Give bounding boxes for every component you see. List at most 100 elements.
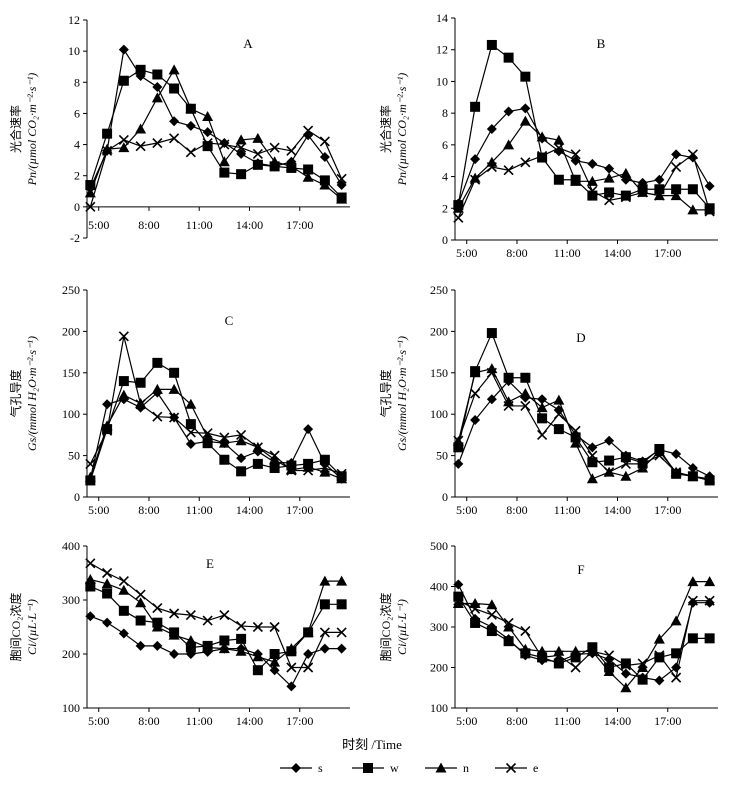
data-point bbox=[84, 471, 96, 482]
data-point bbox=[319, 627, 330, 638]
data-point bbox=[202, 438, 213, 449]
panel-F: 100 200 300 400 500 5:00 8:00 11:00 14:00 17:00 F 胞… bbox=[378, 539, 718, 728]
data-point bbox=[151, 383, 163, 394]
data-point bbox=[687, 471, 698, 482]
data-point bbox=[85, 180, 96, 191]
data-point bbox=[169, 116, 180, 127]
data-point bbox=[185, 103, 197, 114]
series-line bbox=[89, 362, 343, 481]
x-tick-label: 17:00 bbox=[286, 218, 313, 232]
data-point bbox=[236, 429, 247, 440]
panel-D: 0 50 100 150 200 250 5:00 8:00 11:00 14:00 17:00 D 气… bbox=[378, 283, 718, 517]
y-tick-label: 400 bbox=[430, 580, 448, 594]
data-point bbox=[135, 64, 146, 75]
data-point bbox=[671, 648, 682, 659]
data-point bbox=[202, 615, 213, 626]
data-point bbox=[303, 649, 314, 659]
data-point bbox=[219, 432, 230, 443]
x-tick-label: 14:00 bbox=[236, 503, 263, 517]
data-point bbox=[303, 164, 314, 175]
series-e bbox=[85, 125, 347, 212]
data-point bbox=[654, 650, 665, 661]
x-tick-label: 11:00 bbox=[554, 503, 581, 517]
data-point bbox=[553, 650, 564, 661]
data-point bbox=[336, 627, 347, 638]
x-tick-label: 17:00 bbox=[286, 503, 313, 517]
data-point bbox=[553, 134, 565, 145]
data-point bbox=[604, 650, 615, 661]
data-point bbox=[102, 567, 113, 579]
series-line bbox=[457, 371, 710, 482]
data-point bbox=[654, 652, 665, 663]
data-point bbox=[236, 633, 247, 644]
data-point bbox=[118, 576, 129, 587]
data-point bbox=[302, 171, 314, 182]
series-line bbox=[457, 596, 710, 681]
data-point bbox=[135, 141, 146, 152]
data-point bbox=[302, 626, 314, 637]
data-point bbox=[537, 152, 548, 163]
y-tick-label: 200 bbox=[62, 647, 80, 661]
data-point bbox=[520, 71, 531, 82]
data-point bbox=[152, 411, 163, 422]
data-point bbox=[118, 142, 130, 153]
data-point bbox=[118, 376, 129, 387]
data-point bbox=[169, 83, 180, 94]
data-point bbox=[604, 187, 615, 198]
data-point bbox=[453, 442, 464, 453]
y-tick-label: 100 bbox=[62, 407, 80, 421]
data-point bbox=[102, 145, 113, 156]
data-point bbox=[587, 646, 598, 657]
data-point bbox=[168, 629, 180, 640]
data-point bbox=[102, 617, 113, 628]
data-point bbox=[202, 137, 213, 149]
y-tick-label: 200 bbox=[430, 324, 448, 338]
data-point bbox=[319, 136, 330, 147]
data-point bbox=[118, 44, 129, 55]
data-point bbox=[202, 431, 214, 442]
data-point bbox=[185, 635, 197, 645]
data-point bbox=[202, 642, 214, 653]
x-tick-label: 8:00 bbox=[138, 218, 159, 232]
series-line bbox=[89, 391, 343, 480]
x-tick-label: 5:00 bbox=[88, 503, 109, 517]
data-point bbox=[252, 148, 263, 159]
x-tick-label: 8:00 bbox=[138, 714, 159, 728]
data-point bbox=[169, 133, 180, 144]
x-tick-label: 11:00 bbox=[554, 714, 581, 728]
series-line bbox=[458, 581, 710, 689]
data-point bbox=[687, 595, 698, 606]
data-point bbox=[486, 599, 498, 610]
x-tick-label: 17:00 bbox=[654, 246, 681, 260]
y-axis-title-en: Ci/(µL·L⁻¹) bbox=[25, 599, 39, 655]
data-point bbox=[586, 473, 598, 484]
series-line bbox=[90, 562, 342, 669]
data-point bbox=[85, 611, 96, 622]
legend-marker bbox=[291, 763, 301, 773]
data-point bbox=[218, 643, 230, 654]
data-point bbox=[637, 187, 648, 198]
x-tick-label: 17:00 bbox=[654, 714, 681, 728]
y-tick-label: 300 bbox=[430, 620, 448, 634]
y-axis-title-cn: 胞间CO₂浓度 bbox=[378, 593, 393, 662]
x-tick-label: 5:00 bbox=[456, 246, 477, 260]
data-point bbox=[302, 461, 314, 472]
data-point bbox=[537, 652, 548, 663]
data-point bbox=[553, 174, 564, 185]
data-point bbox=[570, 437, 582, 448]
data-point bbox=[671, 448, 682, 459]
panel-label: B bbox=[597, 36, 606, 51]
data-point bbox=[235, 645, 247, 656]
data-point bbox=[587, 185, 598, 196]
x-tick-label: 14:00 bbox=[236, 714, 263, 728]
data-point bbox=[303, 424, 314, 435]
x-tick-label: 5:00 bbox=[88, 218, 109, 232]
data-point bbox=[152, 357, 163, 368]
y-tick-label: 8 bbox=[74, 75, 80, 89]
data-point bbox=[118, 628, 129, 639]
series-e bbox=[453, 367, 715, 486]
data-point bbox=[470, 101, 481, 112]
data-point bbox=[704, 475, 715, 486]
data-point bbox=[252, 651, 264, 662]
data-point bbox=[336, 599, 347, 610]
